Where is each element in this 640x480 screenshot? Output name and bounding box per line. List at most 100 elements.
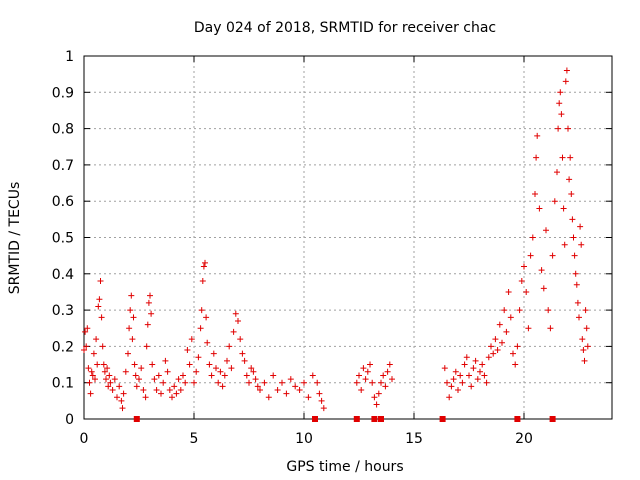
data-point xyxy=(309,372,316,379)
data-point xyxy=(514,343,521,350)
data-point xyxy=(562,78,569,85)
data-point xyxy=(558,111,565,118)
data-point xyxy=(375,390,382,397)
data-point xyxy=(386,361,393,368)
data-point xyxy=(232,310,239,317)
data-point xyxy=(114,394,120,401)
data-point xyxy=(96,296,103,303)
data-point xyxy=(533,154,540,161)
data-point xyxy=(186,361,193,368)
data-point xyxy=(559,154,566,161)
data-point xyxy=(148,310,155,317)
data-point xyxy=(472,357,479,364)
data-point xyxy=(119,405,126,412)
y-tick-label: 0.3 xyxy=(52,303,74,319)
y-tick-label: 0.7 xyxy=(52,158,74,174)
data-point xyxy=(470,365,477,372)
data-point xyxy=(204,339,211,346)
data-point xyxy=(191,379,197,386)
data-point xyxy=(82,328,89,335)
data-point xyxy=(507,314,514,321)
data-point xyxy=(145,299,152,306)
data-point xyxy=(572,270,579,277)
axis-marker xyxy=(133,416,140,422)
y-tick-label: 1 xyxy=(65,49,74,65)
data-point xyxy=(210,350,217,357)
data-point xyxy=(239,350,246,357)
data-point xyxy=(499,339,505,346)
data-point xyxy=(101,368,108,375)
data-point xyxy=(441,365,448,372)
data-point xyxy=(444,379,450,386)
data-point xyxy=(133,383,140,390)
data-point xyxy=(503,328,510,335)
data-point xyxy=(501,307,508,314)
data-point xyxy=(246,379,252,386)
data-point xyxy=(570,234,577,241)
data-point xyxy=(197,325,204,332)
data-point xyxy=(193,368,200,375)
data-point xyxy=(356,372,362,379)
data-point xyxy=(362,376,369,383)
data-point xyxy=(353,379,360,386)
data-point xyxy=(490,350,497,357)
data-point xyxy=(202,259,208,266)
data-point xyxy=(287,376,294,383)
data-point xyxy=(320,405,327,412)
axis-marker xyxy=(514,416,521,422)
data-point xyxy=(279,379,285,386)
data-point xyxy=(215,379,222,386)
data-point xyxy=(84,325,91,332)
axis-marker xyxy=(439,416,446,422)
data-point xyxy=(452,368,459,375)
data-point xyxy=(100,361,107,368)
data-point xyxy=(99,343,106,350)
data-point xyxy=(457,372,464,379)
data-point xyxy=(199,278,206,285)
data-point xyxy=(261,379,268,386)
data-point xyxy=(496,321,503,328)
data-point xyxy=(580,347,587,354)
data-point xyxy=(532,190,538,197)
data-point xyxy=(518,278,525,285)
data-point xyxy=(574,299,581,306)
data-point xyxy=(95,303,102,310)
data-point xyxy=(367,361,373,368)
data-point xyxy=(237,336,244,343)
data-point xyxy=(516,307,523,314)
y-tick-label: 0 xyxy=(65,412,74,428)
data-point xyxy=(250,368,257,375)
y-tick-label: 0.1 xyxy=(52,376,74,392)
data-point xyxy=(221,372,228,379)
data-point xyxy=(557,89,564,96)
data-point xyxy=(545,307,552,314)
data-point xyxy=(131,361,138,368)
data-point xyxy=(446,394,453,401)
data-point xyxy=(128,292,135,299)
data-point xyxy=(569,216,576,223)
data-point xyxy=(543,227,549,234)
data-point xyxy=(292,383,299,390)
data-point xyxy=(576,314,582,321)
data-point xyxy=(566,176,573,183)
y-tick-label: 0.2 xyxy=(52,339,74,355)
data-point xyxy=(177,386,184,393)
data-point xyxy=(525,325,532,332)
data-point xyxy=(494,347,501,354)
data-point xyxy=(241,357,248,364)
x-tick-marks xyxy=(83,56,525,419)
data-point xyxy=(85,365,92,372)
data-point xyxy=(481,372,488,379)
x-tick-label: 15 xyxy=(405,431,423,447)
data-point xyxy=(512,361,519,368)
data-point xyxy=(510,350,516,357)
data-point xyxy=(270,372,277,379)
y-tick-label: 0.8 xyxy=(52,122,74,138)
data-point xyxy=(125,350,131,357)
grid xyxy=(84,56,612,419)
data-point xyxy=(488,343,494,350)
x-tick-label: 5 xyxy=(190,431,199,447)
data-point xyxy=(534,132,541,139)
data-point xyxy=(158,390,164,397)
